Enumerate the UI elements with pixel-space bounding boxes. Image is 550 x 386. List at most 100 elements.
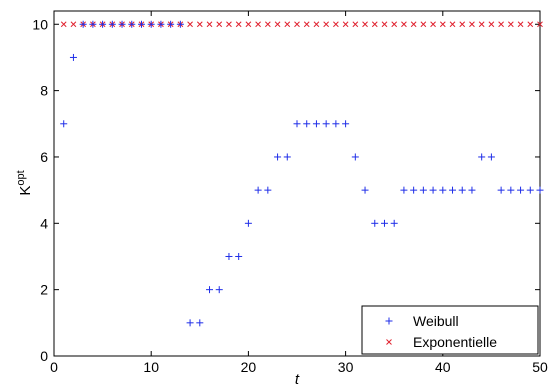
weibull-point: [118, 20, 126, 28]
axis-tick-labels: 0 10 20 30 40 50 0 2 4 6 8 10: [32, 16, 548, 375]
weibull-point: [390, 219, 398, 227]
exponentielle-point: [60, 21, 67, 28]
exponentielle-point: [216, 21, 223, 28]
weibull-point: [380, 219, 388, 227]
weibull-point: [458, 186, 466, 194]
exponentielle-point: [255, 21, 261, 28]
weibull-point: [312, 120, 320, 128]
weibull-point: [303, 120, 311, 128]
x-tick-label: 40: [435, 359, 451, 375]
exponentielle-point: [294, 21, 300, 28]
weibull-point: [322, 120, 330, 128]
exponentielle-point: [323, 21, 330, 28]
exponentielle-point: [245, 21, 252, 28]
exponentielle-point: [459, 21, 466, 28]
weibull-point: [157, 20, 165, 28]
weibull-point: [371, 219, 379, 227]
exponentielle-point: [410, 21, 417, 28]
weibull-point: [128, 20, 136, 28]
weibull-point: [342, 120, 350, 128]
y-axis-label: Kopt: [15, 170, 34, 195]
exponentielle-point: [352, 21, 359, 28]
data-marks: [60, 20, 544, 327]
x-axis-label: t: [295, 371, 300, 386]
weibull-point: [225, 252, 233, 260]
weibull-point: [196, 319, 204, 327]
legend-label-weibull: Weibull: [413, 313, 459, 329]
weibull-point: [176, 20, 184, 28]
exponentielle-point: [187, 21, 193, 28]
x-tick-label: 0: [50, 359, 58, 375]
exponentielle-point: [362, 21, 368, 28]
weibull-point: [293, 120, 301, 128]
weibull-point: [69, 53, 77, 61]
weibull-point: [147, 20, 155, 28]
weibull-point: [449, 186, 457, 194]
y-tick-label: 4: [40, 215, 48, 231]
weibull-point: [206, 286, 214, 294]
exponentielle-point: [478, 21, 485, 28]
weibull-point: [215, 286, 223, 294]
x-tick-label: 20: [241, 359, 257, 375]
legend-weibull-marker: [385, 317, 393, 325]
y-tick-label: 8: [40, 83, 48, 99]
exponentielle-point: [274, 21, 281, 28]
axis-ticks: [53, 11, 541, 357]
x-tick-label: 30: [338, 359, 354, 375]
plot-area: [53, 10, 541, 357]
exponentielle-point: [391, 21, 398, 28]
weibull-point: [419, 186, 427, 194]
weibull-point: [283, 153, 291, 161]
weibull-point: [507, 186, 515, 194]
weibull-point: [235, 252, 243, 260]
weibull-point: [186, 319, 194, 327]
exponentielle-point: [401, 21, 407, 28]
weibull-point: [487, 153, 495, 161]
y-tick-label: 2: [40, 282, 48, 298]
weibull-point: [332, 120, 340, 128]
y-tick-label: 0: [40, 348, 48, 364]
y-tick-label: 6: [40, 149, 48, 165]
weibull-point: [274, 153, 282, 161]
weibull-point: [254, 186, 262, 194]
exponentielle-point: [430, 21, 436, 28]
weibull-point: [517, 186, 525, 194]
exponentielle-point: [333, 21, 339, 28]
exponentielle-point: [439, 21, 446, 28]
weibull-point: [429, 186, 437, 194]
weibull-point: [536, 186, 544, 194]
exponentielle-point: [488, 21, 495, 28]
exponentielle-point: [507, 21, 514, 28]
weibull-point: [108, 20, 116, 28]
y-axis-label-sup: opt: [15, 170, 27, 185]
exponentielle-point: [420, 21, 427, 28]
legend-label-exponentielle: Exponentielle: [413, 334, 497, 350]
exponentielle-point: [313, 21, 320, 28]
exponentielle-point: [498, 21, 504, 28]
exponentielle-point: [371, 21, 378, 28]
weibull-point: [526, 186, 534, 194]
legend-marker-exponentielle: [386, 339, 392, 345]
weibull-point: [468, 186, 476, 194]
exponentielle-point: [469, 21, 475, 28]
exponentielle-point: [303, 21, 310, 28]
legend-exponentielle-marker: [386, 339, 392, 345]
exponentielle-point: [449, 21, 456, 28]
x-tick-label: 10: [143, 359, 159, 375]
weibull-point: [137, 20, 145, 28]
legend-box: [361, 305, 539, 355]
weibull-point: [89, 20, 97, 28]
exponentielle-point: [264, 21, 271, 28]
weibull-point: [497, 186, 505, 194]
exponentielle-point: [517, 21, 524, 28]
legend-marker-weibull: [385, 317, 393, 325]
exponentielle-point: [284, 21, 291, 28]
weibull-point: [167, 20, 175, 28]
weibull-point: [79, 20, 87, 28]
weibull-point: [99, 20, 107, 28]
weibull-point: [361, 186, 369, 194]
weibull-point: [351, 153, 359, 161]
exponentielle-point: [527, 21, 534, 28]
weibull-point: [400, 186, 408, 194]
